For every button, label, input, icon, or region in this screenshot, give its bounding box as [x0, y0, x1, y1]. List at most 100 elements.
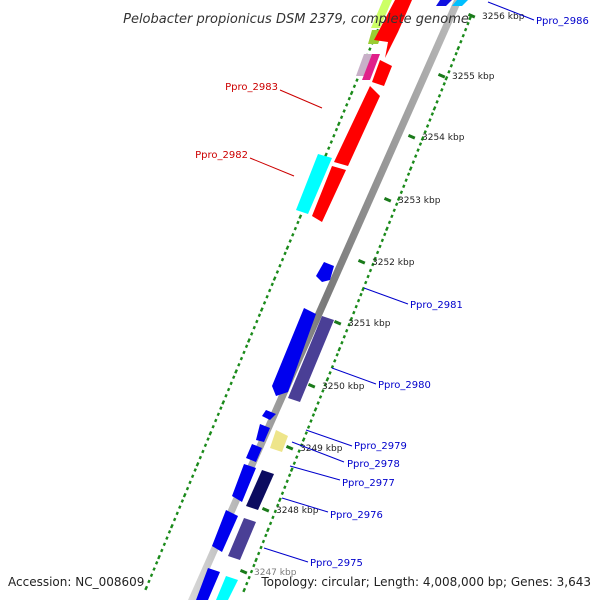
track-dot [316, 401, 320, 405]
gene-feature [288, 316, 334, 402]
track-dot [318, 395, 323, 399]
track-dot [245, 581, 249, 586]
track-dot [428, 118, 432, 122]
track-dot [335, 352, 339, 357]
track-dot [340, 340, 344, 345]
track-dot [289, 467, 294, 472]
track-dot [345, 102, 349, 107]
tick-mark [357, 258, 366, 265]
track-dot [297, 449, 301, 453]
gene-label[interactable]: Ppro_2981 [410, 300, 463, 311]
gene-leader-line [487, 1, 535, 21]
track-dot [430, 112, 435, 116]
track-dot [354, 304, 358, 309]
gene-label[interactable]: Ppro_2980 [378, 380, 431, 391]
gene-feature [334, 86, 380, 166]
track-dot [188, 480, 192, 485]
gene-label[interactable]: Ppro_2979 [354, 441, 407, 452]
track-dot [423, 130, 427, 134]
gene-label[interactable]: Ppro_2982 [195, 150, 248, 161]
track-dot [437, 94, 442, 98]
track-dot [169, 523, 174, 529]
track-dot [277, 497, 282, 503]
track-dot [344, 328, 349, 333]
track-dot [190, 474, 195, 479]
tick-mark [333, 319, 342, 326]
track-dot [304, 431, 308, 435]
track-dot [157, 554, 161, 560]
gene-label[interactable]: Ppro_2986 [536, 16, 589, 27]
gene-feature [312, 166, 346, 222]
track-dot [306, 425, 311, 429]
track-dot [154, 561, 159, 565]
track-dot [366, 274, 370, 279]
track-dot [167, 530, 172, 534]
track-dot [206, 437, 210, 441]
gene-leader-line [279, 89, 323, 109]
track-dot [221, 400, 226, 405]
track-dot [149, 573, 154, 578]
gene-label[interactable]: Ppro_2983 [225, 82, 278, 93]
track-dot [255, 319, 259, 324]
track-dot [152, 567, 156, 571]
track-dot [385, 226, 389, 232]
gene-leader-line [281, 497, 329, 513]
track-dot [327, 146, 331, 151]
track-dot [442, 81, 446, 86]
track-dot [375, 250, 380, 255]
gene-feature [296, 154, 332, 214]
track-dot [288, 239, 292, 243]
track-dot [342, 334, 347, 339]
tick-mark [307, 382, 316, 389]
track-dot [463, 27, 468, 32]
tick-label: 3250 kbp [322, 382, 365, 392]
track-dot [203, 443, 208, 448]
track-dot [333, 358, 337, 363]
track-dot [208, 431, 213, 436]
track-dot [198, 455, 203, 460]
tick-label: 3251 kbp [348, 319, 391, 329]
track-dot [242, 350, 246, 355]
gene-label[interactable]: Ppro_2976 [330, 510, 383, 521]
track-dot [224, 393, 228, 398]
track-dot [298, 214, 303, 220]
track-dot [337, 346, 342, 352]
track-dot [406, 172, 411, 177]
track-dot [432, 106, 437, 111]
track-dot [383, 232, 387, 237]
track-dot [359, 292, 363, 297]
track-dot [371, 262, 375, 267]
track-dot [396, 196, 401, 202]
track-dot [219, 406, 223, 410]
track-dot [285, 245, 290, 250]
track-dot [328, 371, 332, 375]
track-dot [390, 214, 394, 219]
gene-leader-line [305, 429, 353, 447]
track-dot [332, 133, 336, 138]
track-dot [296, 220, 300, 225]
track-dot [264, 533, 268, 538]
track-dot [234, 369, 238, 374]
track-dot [275, 503, 280, 508]
track-dot [259, 545, 263, 550]
track-dot [285, 479, 289, 484]
track-dot [280, 257, 285, 262]
gene-feature [232, 464, 256, 502]
gene-label[interactable]: Ppro_2978 [347, 459, 400, 470]
gene-label[interactable]: Ppro_2975 [310, 558, 363, 569]
track-dot [180, 499, 185, 503]
track-dot [452, 57, 456, 62]
tick-label: 3248 kbp [276, 506, 319, 516]
topology-text: Topology: circular; Length: 4,008,000 bp… [260, 575, 591, 589]
map-title: Pelobacter propionicus DSM 2379, complet… [123, 12, 469, 27]
track-dot [193, 468, 197, 472]
track-dot [247, 575, 251, 580]
track-dot [329, 140, 334, 144]
track-dot [144, 585, 149, 591]
track-dot [252, 563, 256, 568]
track-dot [418, 142, 423, 146]
gene-leader-line [331, 367, 377, 385]
track-dot [347, 322, 351, 327]
gene-label[interactable]: Ppro_2977 [342, 478, 395, 489]
gene-feature [452, 0, 468, 6]
